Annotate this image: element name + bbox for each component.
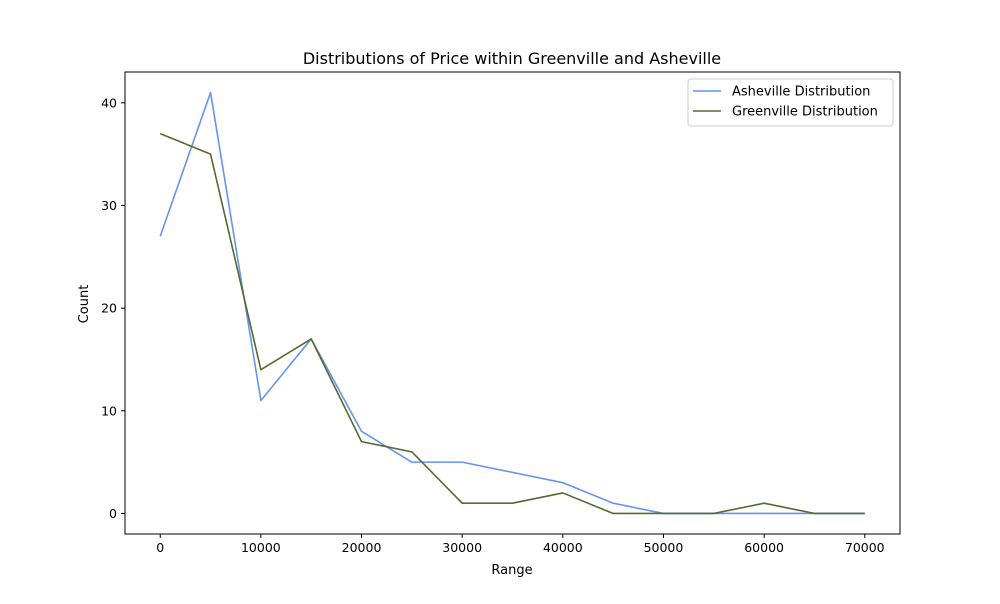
y-tick-label: 40 — [101, 95, 117, 110]
chart-title: Distributions of Price within Greenville… — [303, 49, 721, 68]
x-tick-label: 0 — [156, 540, 164, 555]
series-layer — [159, 91, 865, 515]
plot-frame — [124, 71, 901, 535]
x-tick-label: 10000 — [241, 540, 281, 555]
y-tick-label: 20 — [101, 301, 117, 316]
x-tick-label: 20000 — [342, 540, 382, 555]
legend-box — [687, 78, 894, 127]
y-axis-label: Count — [77, 285, 92, 324]
legend-entry: Asheville Distribution — [732, 85, 870, 100]
y-tick-label: 30 — [101, 198, 117, 213]
legend-entry: Greenville Distribution — [732, 105, 878, 120]
x-tick-label: 40000 — [543, 540, 583, 555]
y-tick-label: 0 — [109, 506, 117, 521]
x-tick-label: 50000 — [644, 540, 684, 555]
x-tick-label: 70000 — [845, 540, 885, 555]
x-tick-label: 30000 — [442, 540, 482, 555]
y-tick-label: 10 — [101, 403, 117, 418]
greenville-distribution-line — [159, 132, 865, 515]
legend: Asheville Distribution Greenville Distrib… — [687, 78, 894, 127]
x-axis-label: Range — [491, 563, 532, 578]
asheville-distribution-line — [159, 91, 865, 515]
ticks-layer: 0 10000 20000 30000 40000 50000 60000 70000 0 10 2… — [101, 95, 885, 555]
x-tick-label: 60000 — [744, 540, 784, 555]
